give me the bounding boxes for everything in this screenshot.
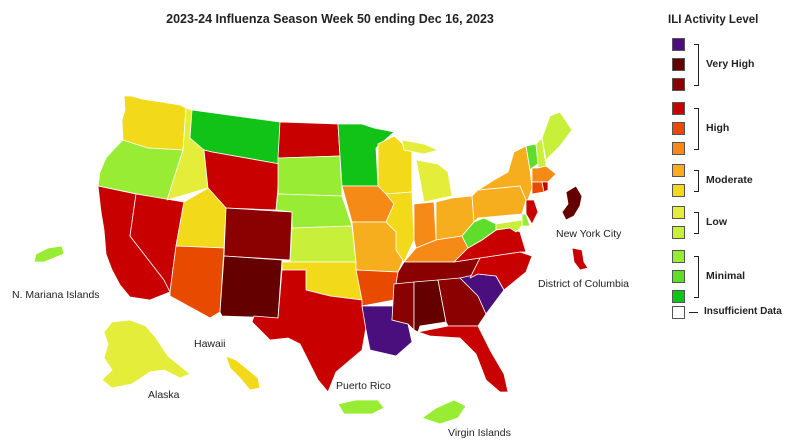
legend-low: Low — [706, 216, 727, 228]
state-ME[interactable] — [541, 111, 573, 161]
bracket-moderate — [694, 170, 699, 192]
legend-swatch-level3 — [672, 250, 685, 263]
label-alaska: Alaska — [148, 389, 180, 401]
state-AR[interactable] — [355, 269, 399, 307]
legend-swatch-level7 — [672, 164, 685, 177]
bracket-low — [694, 212, 699, 234]
map-title: 2023-24 Influenza Season Week 50 ending … — [166, 12, 494, 26]
legend-swatch-level10 — [672, 102, 685, 115]
territory-VI[interactable] — [421, 399, 467, 425]
legend-high: High — [706, 122, 730, 134]
legend-swatch-level11 — [672, 78, 685, 91]
legend: ILI Activity Level Very High High Modera… — [662, 14, 787, 324]
legend-insufficient: Insufficient Data — [704, 306, 782, 317]
label-hawaii: Hawaii — [194, 338, 226, 350]
legend-moderate: Moderate — [706, 174, 753, 186]
insert-DC[interactable] — [571, 247, 589, 271]
state-PA[interactable] — [471, 185, 527, 223]
state-ND[interactable] — [277, 121, 341, 159]
state-MD[interactable] — [495, 219, 523, 233]
state-FL[interactable] — [417, 325, 509, 393]
legend-swatch-level1 — [672, 290, 685, 303]
state-SD[interactable] — [277, 155, 343, 197]
bracket-high — [694, 108, 699, 150]
legend-title: ILI Activity Level — [668, 14, 759, 26]
label-puerto-rico: Puerto Rico — [336, 380, 391, 392]
territory-MP[interactable] — [33, 245, 65, 263]
state-MS[interactable] — [391, 281, 415, 331]
state-AK[interactable] — [101, 319, 191, 389]
state-RI[interactable] — [541, 181, 549, 193]
legend-swatch-level8 — [672, 142, 685, 155]
bracket-minimal — [694, 256, 699, 298]
state-AZ[interactable] — [169, 245, 225, 319]
legend-swatch-level5 — [672, 206, 685, 219]
us-map — [33, 95, 589, 425]
label-nyc: New York City — [556, 228, 622, 240]
state-TX[interactable] — [251, 269, 369, 393]
insert-NYC[interactable] — [561, 185, 583, 221]
legend-swatch-level6 — [672, 184, 685, 197]
legend-swatch-level12 — [672, 58, 685, 71]
legend-swatch-level9 — [672, 122, 685, 135]
legend-very-high: Very High — [706, 58, 755, 70]
state-HI[interactable] — [225, 355, 261, 391]
territory-PR[interactable] — [337, 399, 385, 415]
insufficient-connector — [689, 312, 698, 313]
legend-swatch-level2 — [672, 270, 685, 283]
bracket-very-high — [694, 44, 699, 86]
legend-swatch-level13 — [672, 38, 685, 51]
state-MA[interactable] — [531, 165, 557, 183]
state-NJ[interactable] — [525, 199, 539, 225]
legend-swatch-insufficient — [672, 306, 685, 319]
state-CO[interactable] — [223, 207, 293, 261]
state-KS[interactable] — [289, 225, 357, 263]
state-VT[interactable] — [525, 143, 539, 171]
label-virgin-islands: Virgin Islands — [448, 427, 511, 439]
state-WA[interactable] — [121, 95, 187, 151]
legend-minimal: Minimal — [706, 270, 746, 282]
state-MN[interactable] — [337, 123, 395, 187]
state-NM[interactable] — [219, 255, 283, 319]
legend-swatch-level4 — [672, 226, 685, 239]
label-dc: District of Columbia — [538, 278, 630, 290]
state-MI[interactable] — [415, 159, 453, 203]
state-IL[interactable] — [385, 191, 415, 263]
label-n-mariana: N. Mariana Islands — [12, 289, 100, 301]
state-MI-UP[interactable] — [401, 139, 439, 155]
